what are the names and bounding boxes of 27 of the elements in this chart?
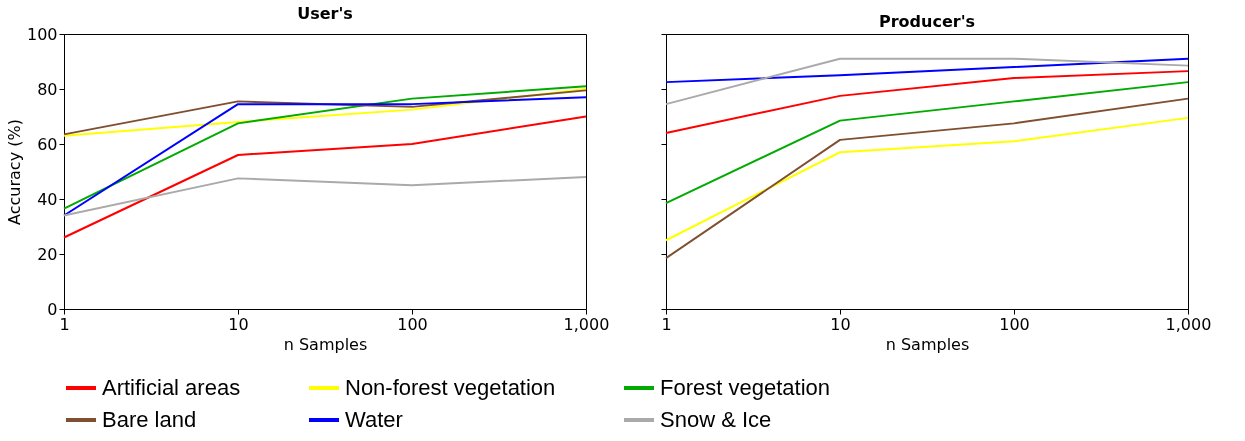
y-tick-label: 20 bbox=[37, 244, 58, 264]
y-tick-label: 40 bbox=[37, 189, 58, 209]
legend-label: Non-forest vegetation bbox=[345, 375, 556, 400]
y-tick-label: 0 bbox=[47, 299, 58, 319]
x-axis-title: n Samples bbox=[885, 334, 970, 354]
y-tick-label: 60 bbox=[37, 134, 58, 154]
x-tick-label: 1 bbox=[661, 314, 672, 334]
line-series bbox=[63, 176, 587, 217]
legend-label: Forest vegetation bbox=[660, 375, 830, 400]
x-tick-label: 1 bbox=[59, 314, 70, 334]
x-tick-label: 10 bbox=[228, 314, 249, 334]
x-tick-label: 100 bbox=[397, 314, 428, 334]
x-tick-label: 100 bbox=[999, 314, 1030, 334]
y-axis-title: Accuracy (%) bbox=[4, 119, 24, 225]
line-series bbox=[63, 115, 587, 239]
legend-label: Snow & Ice bbox=[660, 407, 772, 432]
legend-label: Artificial areas bbox=[102, 375, 241, 400]
chart-title: User's bbox=[297, 4, 353, 23]
chart-title: Producer's bbox=[878, 11, 976, 31]
y-tick-label: 100 bbox=[26, 24, 58, 44]
x-tick-label: 1,000 bbox=[563, 314, 610, 334]
legend-label: Water bbox=[345, 407, 403, 432]
legend-label: Bare land bbox=[102, 407, 197, 432]
x-tick-label: 1,000 bbox=[1165, 314, 1212, 334]
x-axis-title: n Samples bbox=[283, 334, 368, 354]
y-tick-label: 80 bbox=[37, 79, 58, 99]
x-tick-label: 10 bbox=[830, 314, 851, 334]
